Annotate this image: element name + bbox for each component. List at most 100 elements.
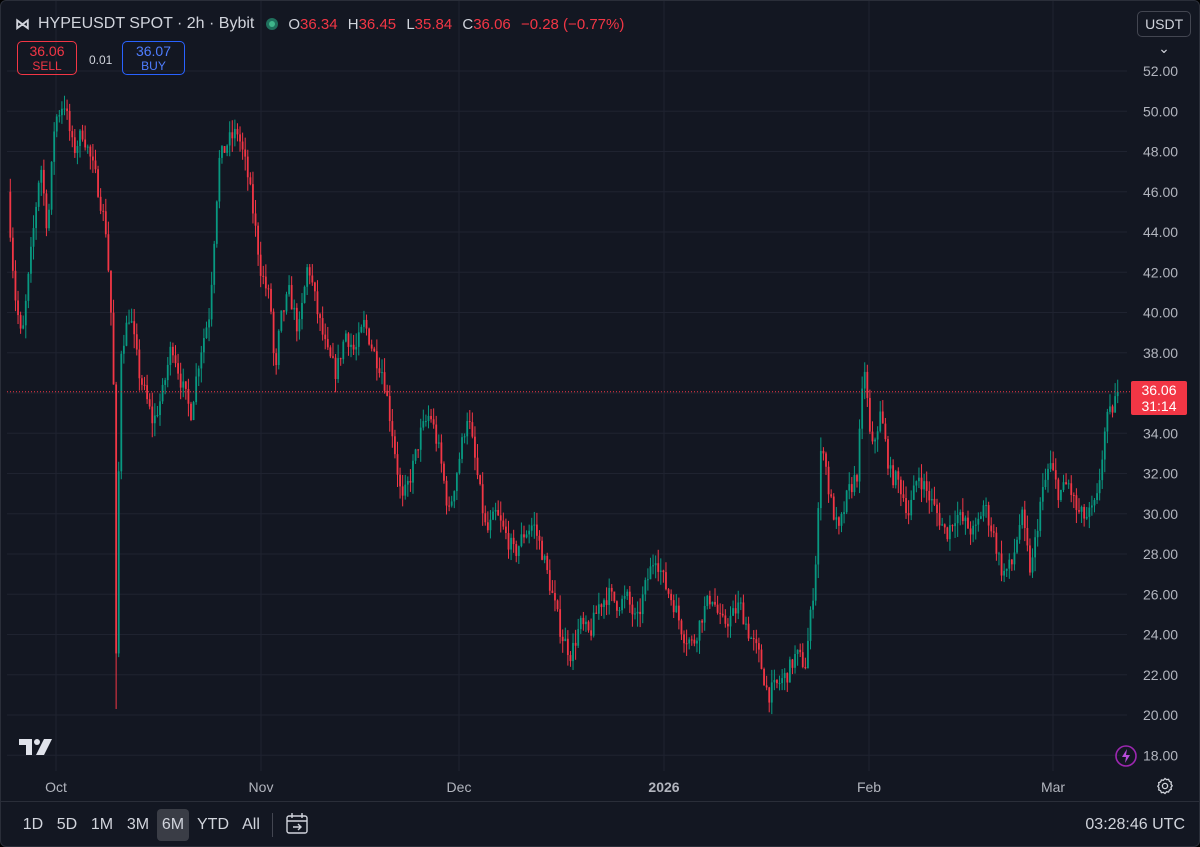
candle-body (1088, 507, 1091, 517)
price-tick-label: 34.00 (1143, 425, 1178, 441)
candle-body (809, 609, 812, 641)
go-to-date-icon[interactable] (284, 811, 310, 837)
range-all-button[interactable]: All (242, 816, 260, 833)
candle-body (435, 424, 438, 444)
candle-body (902, 494, 905, 499)
sell-button[interactable]: 36.06 SELL (17, 41, 77, 75)
candle-body (432, 419, 435, 425)
candle-body (241, 141, 244, 150)
candle-body (577, 629, 580, 646)
candle-body (228, 132, 231, 146)
time-tick-label: Feb (857, 779, 881, 795)
candle-body (40, 169, 43, 183)
candle-body (778, 683, 781, 685)
candle-body (745, 623, 747, 625)
candle-body (84, 139, 87, 148)
candle-body (925, 481, 928, 491)
candle-body (1080, 506, 1083, 512)
candle-body (76, 146, 79, 153)
candle-body (768, 687, 771, 703)
candle-body (610, 587, 613, 592)
candle-body (394, 436, 396, 455)
candle-body (326, 339, 329, 348)
candle-body (752, 637, 755, 640)
candle-body (448, 505, 451, 507)
candle-body (579, 617, 582, 630)
candle-body (280, 310, 283, 331)
range-1d-button[interactable]: 1D (22, 816, 44, 833)
candle-body (166, 364, 169, 381)
candle-body (375, 351, 378, 369)
range-1m-button[interactable]: 1M (90, 816, 114, 833)
candle-body (27, 273, 30, 301)
candle-body (226, 145, 229, 153)
candle-body (592, 612, 595, 636)
buy-button[interactable]: 36.07 BUY (122, 41, 185, 75)
candle-body (14, 270, 17, 301)
candle-body (814, 564, 817, 601)
candle-body (876, 431, 879, 440)
range-5d-button[interactable]: 5D (56, 816, 78, 833)
sell-label: SELL (32, 59, 62, 73)
candle-body (370, 344, 373, 349)
price-tick-label: 32.00 (1143, 466, 1178, 482)
range-3m-button[interactable]: 3M (126, 816, 150, 833)
candle-body (130, 321, 133, 323)
price-tick-label: 46.00 (1143, 184, 1178, 200)
candle-body (19, 315, 22, 329)
candle-body (708, 595, 711, 605)
candle-body (344, 333, 347, 342)
range-ytd-button[interactable]: YTD (197, 816, 229, 833)
candle-body (866, 371, 869, 398)
candle-body (184, 381, 187, 389)
utc-clock[interactable]: 03:28:46 UTC (1085, 816, 1185, 833)
candle-body (608, 587, 611, 605)
candle-body (603, 600, 605, 608)
candle-body (290, 285, 293, 310)
candle-body (517, 546, 520, 556)
candle-body (104, 211, 107, 235)
currency-dropdown[interactable]: USDT ⌄ (1137, 11, 1191, 56)
candle-body (765, 685, 768, 688)
symbol-title[interactable]: HYPEUSDT SPOT · 2h · Bybit (38, 15, 255, 32)
candle-body (409, 480, 412, 483)
candle-body (734, 608, 737, 614)
tradingview-logo-icon[interactable] (19, 737, 55, 757)
candle-body (910, 499, 913, 516)
candle-body (311, 275, 314, 283)
candle-body (404, 484, 407, 496)
candle-body (205, 327, 208, 339)
candle-body (677, 605, 680, 621)
candle-body (899, 479, 902, 495)
candle-body (440, 442, 443, 464)
candle-body (1114, 396, 1117, 413)
hype-logo-icon: ⋈ (15, 16, 30, 33)
range-6m-button[interactable]: 6M (157, 809, 189, 841)
price-tick-label: 40.00 (1143, 305, 1178, 321)
lightning-icon[interactable] (1115, 745, 1137, 767)
candle-body (115, 384, 118, 654)
candle-body (275, 353, 278, 366)
candle-body (918, 477, 920, 482)
candle-body (665, 572, 667, 590)
price-tick-label: 26.00 (1143, 586, 1178, 602)
time-tick-label: Oct (45, 779, 67, 795)
candle-body (24, 300, 27, 326)
candle-body (91, 156, 94, 161)
candle-body (634, 613, 636, 615)
candle-body (347, 333, 350, 347)
candle-body (582, 617, 585, 625)
candle-body (1000, 553, 1003, 576)
candle-body (894, 471, 897, 486)
candle-body (546, 555, 549, 571)
candle-body (277, 330, 280, 366)
candle-body (368, 328, 371, 345)
candle-body (195, 376, 198, 403)
candle-body (698, 620, 701, 641)
candle-body (159, 401, 161, 416)
gear-icon[interactable] (1156, 777, 1174, 795)
candle-body (32, 228, 35, 247)
candle-body (319, 314, 321, 319)
